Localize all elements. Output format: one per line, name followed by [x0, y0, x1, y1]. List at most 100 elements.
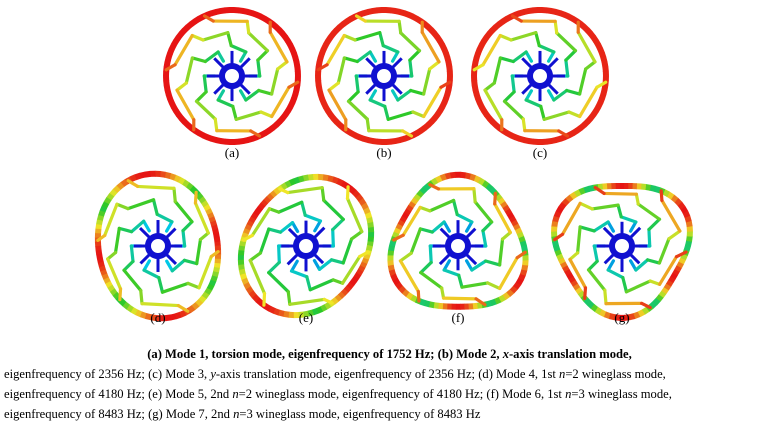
arm-segment	[202, 14, 215, 23]
ring-segment	[593, 39, 601, 47]
ring-segment	[481, 180, 490, 189]
ring-segment	[575, 125, 583, 134]
arm-segment	[209, 250, 220, 259]
ring-segment	[640, 183, 647, 191]
ring-segment	[394, 7, 401, 15]
caption-line: eigenfrequency of 2356 Hz; (c) Mode 3, y…	[0, 364, 779, 384]
ring-segment	[628, 313, 636, 321]
arm-segment	[420, 30, 441, 64]
arm-segment	[576, 30, 597, 64]
arm-segment	[331, 278, 345, 285]
ring-segment	[331, 296, 340, 305]
ring-segment	[201, 132, 209, 141]
arm-segment	[390, 89, 400, 102]
ring-segment	[398, 285, 407, 294]
arm-segment	[409, 88, 426, 96]
ring-segment	[187, 304, 196, 313]
arm-segment	[184, 56, 194, 85]
arm-segment	[325, 33, 346, 67]
panel-label: (d)	[150, 310, 165, 325]
arm-segment	[481, 33, 502, 67]
arm-segment	[190, 56, 207, 64]
arm-segment	[186, 281, 201, 290]
ring-segment	[169, 101, 177, 109]
ring-segment	[493, 21, 502, 30]
ring-segment	[272, 187, 281, 196]
ring-segment	[331, 176, 339, 184]
ring-segment	[677, 201, 686, 210]
arm-segment	[151, 198, 159, 216]
arm-segment	[140, 302, 180, 308]
arm-segment	[181, 220, 194, 233]
ring-segment	[514, 134, 522, 142]
arm-segment	[381, 44, 400, 54]
ring-segment	[649, 300, 658, 309]
ring-segment	[678, 257, 687, 265]
ring-segment	[392, 277, 401, 286]
ring-segment	[197, 130, 205, 139]
arm-segment	[248, 251, 263, 263]
ring-segment	[390, 137, 397, 145]
ring-segment	[437, 105, 446, 113]
arm-segment	[472, 63, 485, 72]
arm-segment	[331, 228, 335, 248]
ring-segment	[431, 31, 440, 40]
ring-segment	[571, 127, 579, 136]
ring-segment	[274, 119, 282, 128]
ring-segment	[571, 16, 579, 24]
ring-segment	[174, 311, 182, 320]
ring-segment	[362, 9, 369, 17]
ring-segment	[241, 232, 249, 239]
arm-segment	[595, 80, 608, 89]
arm-segment	[401, 205, 422, 237]
ring-segment	[546, 7, 552, 14]
ring-segment	[176, 112, 185, 121]
arm-segment	[142, 259, 151, 272]
ring-segment	[641, 306, 650, 315]
ring-segment	[173, 35, 182, 44]
ring-segment	[359, 261, 368, 268]
ring-segment	[316, 57, 324, 64]
arm-segment	[602, 191, 638, 196]
ring-segment	[578, 21, 587, 30]
ring-segment	[490, 298, 497, 307]
ring-segment	[353, 132, 361, 141]
ring-segment	[518, 9, 525, 17]
ring-segment	[316, 88, 324, 96]
ring-segment	[405, 204, 414, 213]
ring-segment	[473, 93, 481, 100]
caption-text: =3 wineglass mode, eigenfrequency of 848…	[239, 407, 481, 421]
arm-segment	[568, 257, 588, 290]
arm-segment	[510, 14, 523, 23]
arm-segment	[287, 80, 300, 89]
arm-segment	[182, 258, 199, 266]
arm-segment	[250, 207, 272, 238]
ring-segment	[487, 116, 496, 125]
ring-segment	[246, 220, 254, 228]
arm-segment	[277, 244, 281, 264]
ring-segment	[649, 184, 656, 192]
ring-segment	[588, 112, 597, 121]
ring-segment	[337, 21, 346, 30]
ring-segment	[351, 189, 361, 198]
arm-segment	[419, 270, 444, 290]
arm-segment	[340, 254, 362, 285]
arm-segment	[327, 81, 340, 92]
arm-segment	[416, 289, 421, 303]
ring-segment	[163, 80, 170, 86]
ring-segment	[175, 31, 184, 40]
arm-segment	[460, 281, 490, 289]
arm-segment	[647, 217, 662, 232]
ring-segment	[601, 84, 609, 91]
arm-segment	[419, 260, 433, 275]
ring-segment	[682, 210, 691, 219]
ring-segment	[210, 274, 218, 282]
arm-segment	[354, 14, 367, 23]
ring-segment	[552, 216, 560, 223]
arm-segment	[317, 258, 334, 271]
ring-segment	[661, 286, 670, 295]
ring-segment	[439, 101, 448, 109]
ring-segment	[315, 84, 323, 91]
arm-segment	[193, 190, 198, 205]
